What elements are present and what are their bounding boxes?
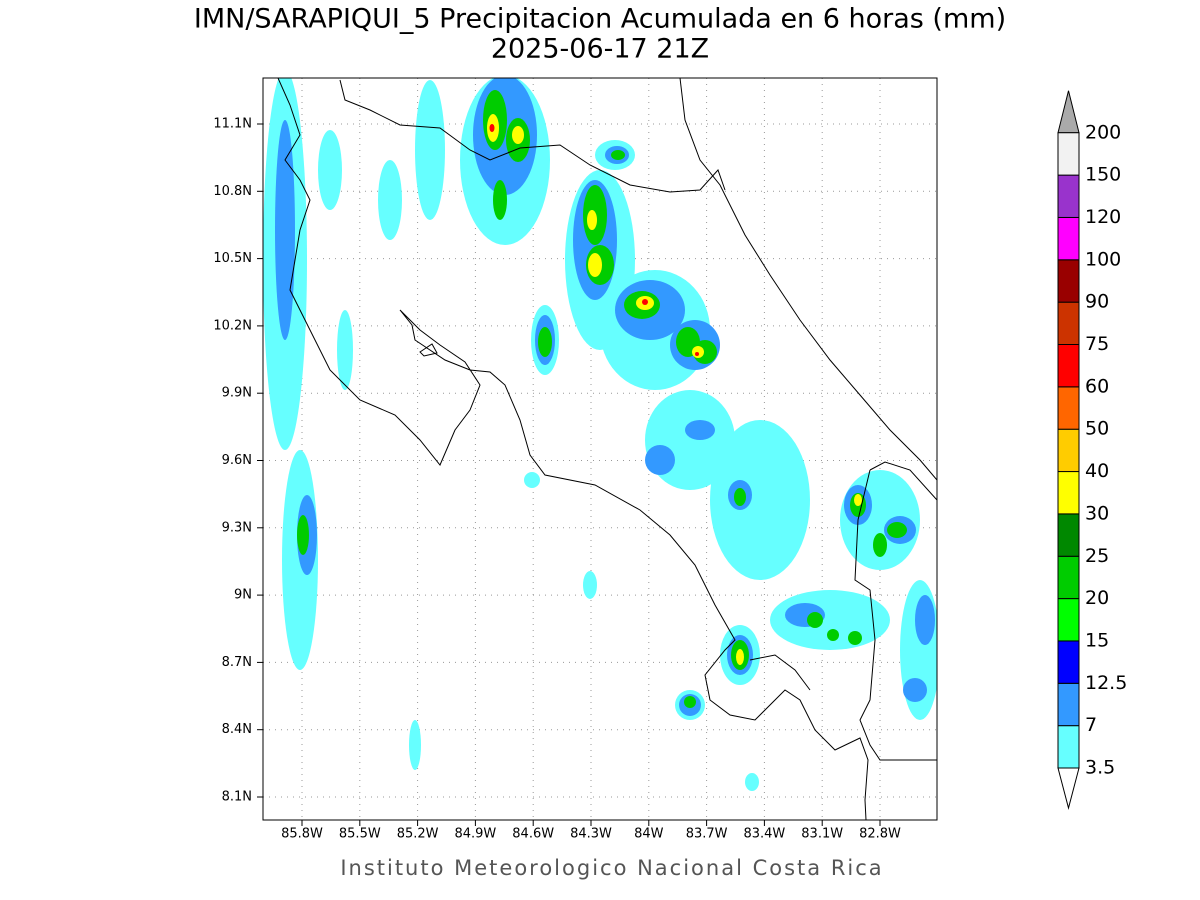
subtitle: 2025-06-17 21Z (491, 34, 709, 65)
over-triangle (1057, 90, 1080, 134)
colorbar-label: 20 (1085, 587, 1109, 609)
color-box (1057, 513, 1080, 557)
lon-label: 84.9W (454, 827, 496, 842)
map-frame (262, 77, 938, 821)
title: IMN/SARAPIQUI_5 Precipitacion Acumulada … (194, 4, 1006, 35)
colorbar-label: 7 (1085, 714, 1097, 736)
lat-label: 8.7N (222, 655, 252, 670)
colorbar-label: 3.5 (1085, 757, 1115, 779)
lat-label: 11.1N (213, 117, 252, 132)
rain-20 (297, 90, 907, 708)
lat-label: 9.6N (222, 453, 252, 468)
lat-label: 9.3N (222, 520, 252, 535)
footer: Instituto Meteorologico Nacional Costa R… (340, 856, 883, 880)
rain-3-5 (263, 78, 937, 791)
colorbar-label: 30 (1085, 502, 1109, 524)
color-box (1057, 344, 1080, 388)
colorbar-label: 120 (1085, 206, 1121, 228)
lon-label: 84W (634, 827, 664, 842)
lat-label: 9N (234, 588, 252, 603)
colorbar-label: 60 (1085, 375, 1109, 397)
lon-label: 85.2W (397, 827, 439, 842)
colorbar-label: 15 (1085, 629, 1109, 651)
color-box (1057, 301, 1080, 345)
color-box (1057, 640, 1080, 684)
colorbar-label: 200 (1085, 121, 1121, 143)
colorbar-label: 40 (1085, 460, 1109, 482)
rain-30 (487, 114, 862, 665)
lat-label: 10.5N (213, 251, 252, 266)
color-box (1057, 132, 1080, 176)
color-box (1057, 725, 1080, 769)
color-box (1057, 386, 1080, 430)
rain-60 (489, 124, 699, 356)
lon-label: 85.5W (339, 827, 381, 842)
lat-label: 10.8N (213, 184, 252, 199)
colorbar-label: 50 (1085, 418, 1109, 440)
lat-label: 8.1N (222, 790, 252, 805)
lon-label: 83.7W (686, 827, 728, 842)
color-box (1057, 471, 1080, 515)
lat-label: 8.4N (222, 722, 252, 737)
under-triangle (1057, 767, 1080, 810)
lat-label: 9.9N (222, 386, 252, 401)
color-box (1057, 216, 1080, 261)
color-box (1057, 428, 1080, 473)
colorbar-label: 150 (1085, 164, 1121, 186)
precipitation (263, 78, 937, 791)
colorbar: 3.5 7 12.5 15 20 25 30 40 50 60 75 90 100 120 150 200 (1057, 90, 1127, 810)
colorbar-label: 25 (1085, 545, 1109, 567)
lon-label: 83.1W (801, 827, 843, 842)
lon-label: 83.4W (743, 827, 785, 842)
color-box (1057, 259, 1080, 303)
color-box (1057, 555, 1080, 600)
coastlines (277, 78, 937, 820)
axis-labels: 85.8W 85.5W 85.2W 84.9W 84.6W 84.3W 84W 83.7W 83… (213, 117, 901, 842)
color-box (1057, 682, 1080, 727)
colorbar-label: 75 (1085, 333, 1109, 355)
color-box (1057, 598, 1080, 642)
lon-label: 84.3W (570, 827, 612, 842)
lat-label: 10.2N (213, 318, 252, 333)
color-box (1057, 174, 1080, 218)
colorbar-label: 12.5 (1085, 672, 1127, 694)
lon-label: 82.8W (859, 827, 901, 842)
lon-label: 85.8W (281, 827, 323, 842)
colorbar-label: 100 (1085, 248, 1121, 270)
colorbar-label: 90 (1085, 291, 1109, 313)
lon-label: 84.6W (512, 827, 554, 842)
